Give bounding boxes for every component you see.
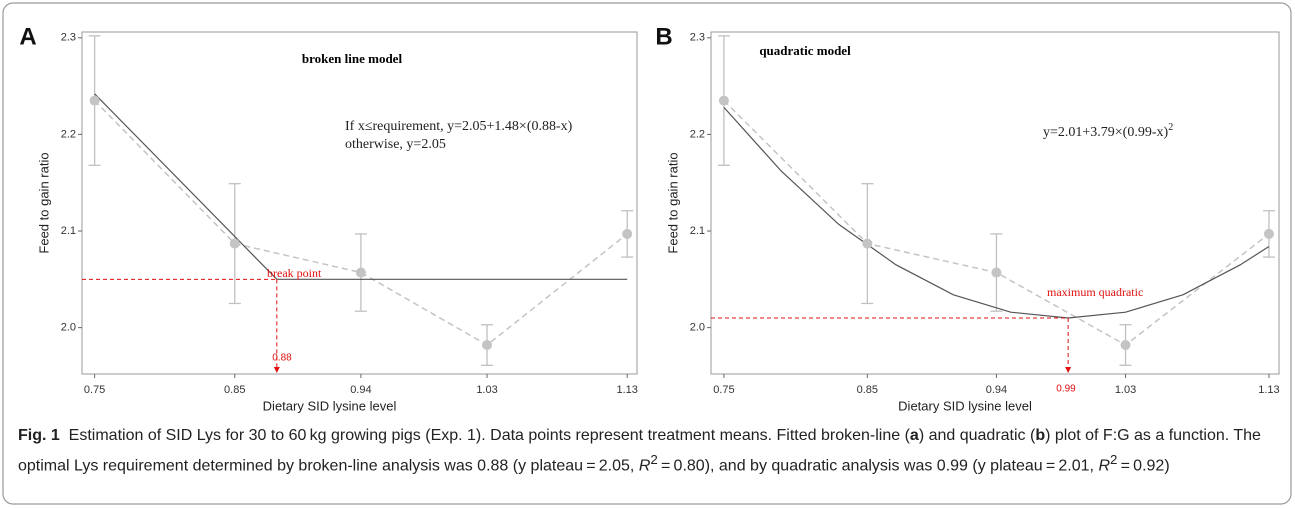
caption-text: = 0.80), and by quadratic analysis was 0…	[657, 456, 1099, 474]
y-axis-label: Feed to gain ratio	[36, 152, 51, 253]
caption-text: 2	[1110, 451, 1118, 467]
y-tick-label: 2.2	[690, 128, 705, 140]
y-tick-label: 2.2	[61, 128, 76, 140]
y-tick-label: 2.0	[61, 322, 76, 334]
x-tick-label: 0.94	[350, 384, 371, 396]
caption-text: a	[909, 427, 919, 444]
caption: Fig. 1 Estimation of SID Lys for 30 to 6…	[18, 424, 1280, 477]
x-tick-label: 0.85	[224, 384, 245, 396]
caption-text: R	[638, 456, 651, 474]
x-tick-label: 0.75	[713, 384, 734, 396]
arrow-head	[273, 367, 280, 373]
caption-text: ) plot of F:G as a function. The optimal…	[18, 427, 1261, 474]
annotation: otherwise, y=2.05	[345, 137, 446, 152]
data-line	[94, 100, 628, 346]
data-point	[89, 95, 100, 106]
data-point	[1120, 340, 1131, 351]
data-point	[991, 267, 1002, 278]
x-tick-label: 0.75	[84, 384, 105, 396]
y-tick-label: 2.3	[61, 32, 76, 44]
y-tick-label: 2.1	[690, 225, 705, 237]
annotation-text: If x≤requirement, y=2.05+1.48×(0.88-x)	[345, 119, 573, 134]
x-axis-label: Dietary SID lysine level	[263, 398, 397, 413]
data-point	[622, 228, 633, 239]
panel-title: quadratic model	[759, 43, 851, 58]
caption-text: Estimation of SID Lys for 30 to 60 kg gr…	[68, 427, 910, 444]
plot-area	[81, 31, 638, 375]
reference-x-label: 0.88	[272, 353, 292, 364]
x-tick-label: 1.03	[476, 384, 497, 396]
reference-label: maximum quadratic	[1047, 285, 1143, 299]
y-tick-label: 2.0	[690, 322, 705, 334]
annotation: If x≤requirement, y=2.05+1.48×(0.88-x)	[345, 119, 573, 134]
fit-line	[723, 106, 1270, 319]
plot-area	[710, 31, 1280, 375]
caption-text: = 0.92)	[1117, 456, 1170, 474]
annotation-text: otherwise, y=2.05	[345, 137, 446, 152]
panel-title: broken line model	[302, 51, 403, 66]
x-tick-label: 1.03	[1115, 384, 1136, 396]
annotation-text: y=2.01+3.79×(0.99-x)	[1043, 125, 1169, 140]
x-tick-label: 0.94	[986, 384, 1007, 396]
panel-label: B	[655, 23, 672, 50]
data-point	[718, 95, 729, 106]
annotation: y=2.01+3.79×(0.99-x)2	[1043, 122, 1173, 140]
caption-text: R	[1098, 456, 1110, 474]
caption-text: b	[1035, 427, 1046, 444]
x-axis-label: Dietary SID lysine level	[898, 398, 1032, 413]
data-point	[1263, 228, 1274, 239]
reference-label: break point	[267, 266, 322, 280]
data-point	[862, 238, 873, 249]
y-tick-label: 2.1	[61, 225, 76, 237]
x-tick-label: 1.13	[616, 384, 637, 396]
caption-label: Fig. 1	[18, 427, 60, 444]
caption-text: ) and quadratic (	[918, 427, 1036, 444]
y-tick-label: 2.3	[690, 32, 705, 44]
data-point	[229, 238, 240, 249]
y-axis-label: Feed to gain ratio	[665, 152, 680, 253]
annotation-superscript: 2	[1168, 122, 1173, 133]
reference-x-label: 0.99	[1056, 384, 1076, 395]
x-tick-label: 1.13	[1258, 384, 1279, 396]
data-point	[482, 340, 493, 351]
data-point	[355, 267, 366, 278]
x-tick-label: 0.85	[857, 384, 878, 396]
panel-label: A	[19, 23, 36, 50]
arrow-head	[1065, 367, 1072, 373]
caption-text: 2	[650, 451, 658, 467]
